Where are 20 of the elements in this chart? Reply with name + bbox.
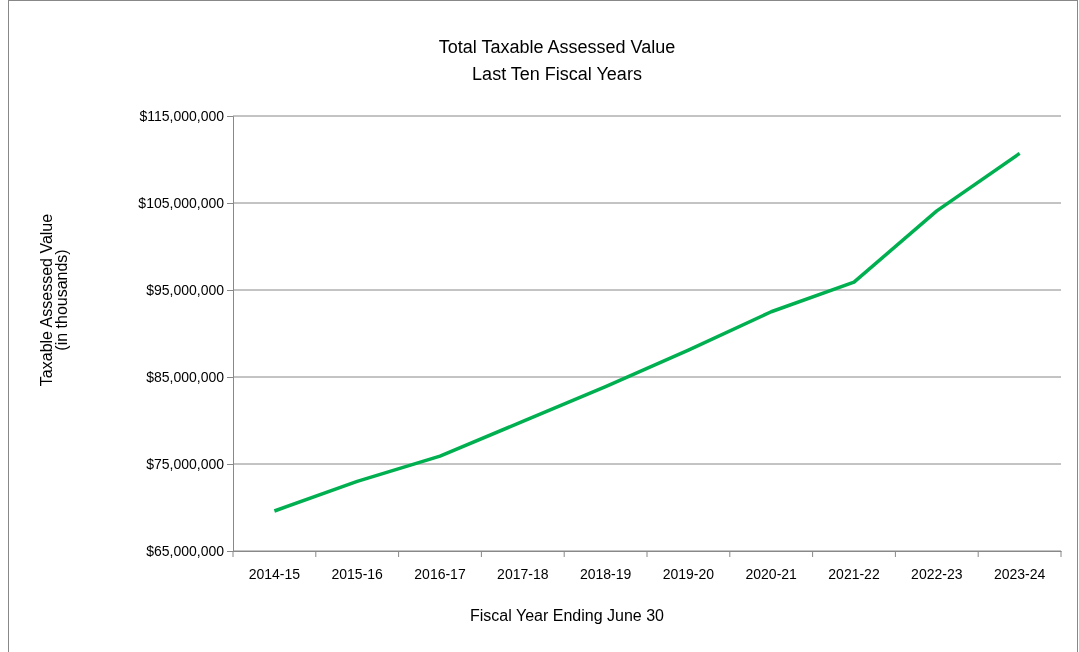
line-series [272,151,1022,513]
x-tick-label: 2020-21 [745,565,798,582]
y-tick-label: $95,000,000 [146,281,225,298]
y-axis-title: Taxable Assessed Value (in thousands) [38,213,70,387]
x-tick-label: 2018-19 [579,565,632,582]
x-tick-label: 2016-17 [414,565,466,582]
x-axis-title: Fiscal Year Ending June 30 [470,607,665,624]
x-tick-label: 2022-23 [911,565,963,582]
y-tick-label: $65,000,000 [146,542,225,559]
x-tick-label: 2014-15 [248,565,301,582]
y-tick-label: $105,000,000 [138,194,225,211]
x-tick-label: 2019-20 [662,565,715,582]
y-tick-label: $75,000,000 [146,455,225,472]
x-tick-label: 2015-16 [331,565,384,582]
x-tick-label: 2023-24 [993,565,1046,582]
y-tick-label: $85,000,000 [146,368,225,385]
x-tick-label: 2021-22 [828,565,880,582]
x-tick-label: 2017-18 [497,565,549,582]
chart-title: Total Taxable Assessed Value Last Ten Fiscal Years [438,37,676,84]
y-tick-label: $115,000,000 [139,107,225,124]
